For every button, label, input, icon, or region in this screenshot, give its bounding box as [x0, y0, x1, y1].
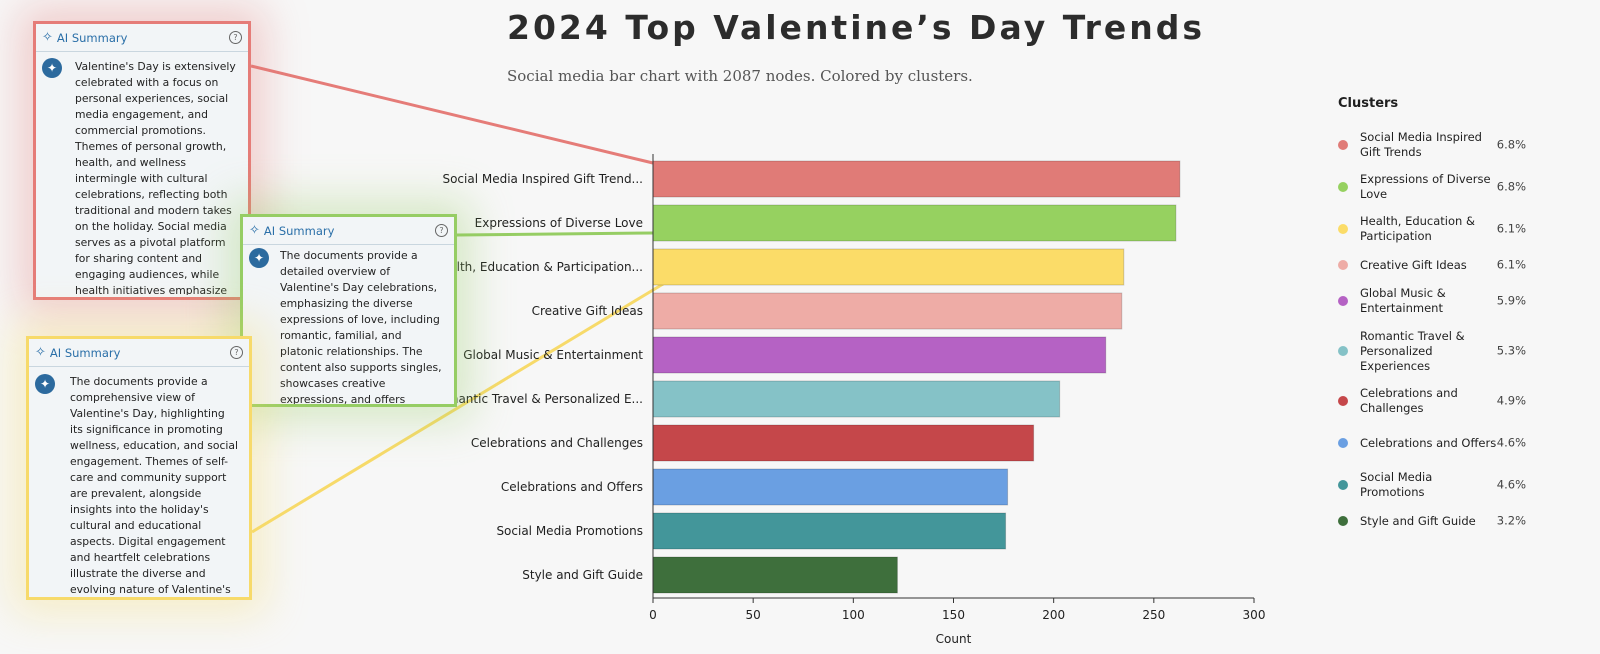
legend-percent: 6.1%	[1496, 257, 1526, 272]
legend-item[interactable]: Global Music & Entertainment 5.9%	[1326, 280, 1532, 322]
legend-label: Celebrations and Challenges	[1360, 386, 1458, 415]
ai-avatar-icon: ✦	[42, 58, 62, 78]
x-tick-label: 0	[649, 608, 657, 622]
ai-summary-text: Valentine's Day is extensively celebrate…	[75, 60, 236, 295]
x-tick-label: 150	[942, 608, 965, 622]
category-label: Romantic Travel & Personalized E...	[432, 392, 643, 406]
bar[interactable]	[652, 424, 1035, 462]
connector-line	[250, 64, 654, 165]
legend-swatch	[1338, 140, 1348, 150]
bar[interactable]	[652, 468, 1009, 506]
ai-summary-label: AI Summary	[49, 345, 121, 360]
category-label: Social Media Promotions	[496, 524, 643, 538]
legend-percent: 3.2%	[1496, 513, 1526, 528]
legend-item[interactable]: Romantic Travel & Personalized Experienc…	[1326, 322, 1532, 380]
ai-summary-card-green: ✧ AI Summary ? ✦ The documents provide a…	[240, 214, 457, 407]
sparkle-icon: ✧	[35, 345, 46, 360]
x-tick-label: 300	[1243, 608, 1266, 622]
legend-item[interactable]: Creative Gift Ideas 6.1%	[1326, 250, 1532, 280]
bar[interactable]	[652, 248, 1125, 286]
legend-label: Romantic Travel & Personalized Experienc…	[1360, 328, 1465, 373]
bar[interactable]	[652, 556, 898, 594]
legend-percent: 6.8%	[1496, 137, 1526, 152]
ai-avatar-icon: ✦	[249, 248, 269, 268]
legend-swatch	[1338, 396, 1348, 406]
legend-percent: 5.3%	[1496, 343, 1526, 358]
category-label: Style and Gift Guide	[522, 568, 643, 582]
legend-label: Social Media Promotions	[1360, 470, 1433, 499]
bar[interactable]	[652, 204, 1177, 242]
legend-label: Health, Education & Participation	[1360, 214, 1475, 243]
category-label: Global Music & Entertainment	[463, 348, 643, 362]
legend-percent: 6.1%	[1496, 221, 1526, 236]
legend-label: Expressions of Diverse Love	[1360, 172, 1491, 201]
legend-item[interactable]: Expressions of Diverse Love 6.8%	[1326, 166, 1532, 208]
category-label: Social Media Inspired Gift Trend...	[442, 172, 643, 186]
legend-label: Global Music & Entertainment	[1360, 286, 1446, 315]
legend-item[interactable]: Social Media Inspired Gift Trends 6.8%	[1326, 124, 1532, 166]
bar[interactable]	[652, 512, 1007, 550]
legend-item[interactable]: Celebrations and Offers 4.6%	[1326, 422, 1532, 464]
x-tick-label: 100	[842, 608, 865, 622]
bar[interactable]	[652, 380, 1061, 418]
x-tick-label: 200	[1042, 608, 1065, 622]
legend-percent: 4.9%	[1496, 393, 1526, 408]
legend-percent: 5.9%	[1496, 293, 1526, 308]
ai-summary-label: AI Summary	[263, 223, 335, 238]
legend-swatch	[1338, 182, 1348, 192]
ai-avatar-icon: ✦	[35, 374, 55, 394]
legend-percent: 4.6%	[1496, 477, 1526, 492]
legend-percent: 6.8%	[1496, 179, 1526, 194]
legend-swatch	[1338, 260, 1348, 270]
legend-swatch	[1338, 480, 1348, 490]
bar[interactable]	[652, 292, 1123, 330]
legend-swatch	[1338, 438, 1348, 448]
category-label: Creative Gift Ideas	[532, 304, 643, 318]
ai-summary-header: ✧ AI Summary ?	[29, 339, 249, 367]
category-label: Expressions of Diverse Love	[475, 216, 643, 230]
legend-item[interactable]: Social Media Promotions 4.6%	[1326, 464, 1532, 506]
legend-percent: 4.6%	[1496, 435, 1526, 450]
legend-label: Celebrations and Offers	[1360, 435, 1497, 450]
legend-label: Creative Gift Ideas	[1360, 257, 1467, 272]
category-label: Celebrations and Offers	[501, 480, 643, 494]
chart-title: 2024 Top Valentine’s Day Trends	[507, 8, 1206, 47]
legend-item[interactable]: Health, Education & Participation 6.1%	[1326, 208, 1532, 250]
help-icon[interactable]: ?	[229, 31, 242, 44]
legend-item[interactable]: Celebrations and Challenges 4.9%	[1326, 380, 1532, 422]
ai-summary-card-yellow: ✧ AI Summary ? ✦ The documents provide a…	[26, 336, 252, 600]
legend-item[interactable]: Style and Gift Guide 3.2%	[1326, 506, 1532, 536]
legend-swatch	[1338, 224, 1348, 234]
legend-list: Social Media Inspired Gift Trends 6.8% Exp…	[1326, 124, 1532, 536]
ai-summary-header: ✧ AI Summary ?	[36, 24, 248, 52]
ai-summary-label: AI Summary	[56, 30, 128, 45]
bar[interactable]	[652, 336, 1107, 374]
category-label: Celebrations and Challenges	[471, 436, 643, 450]
x-axis-label: Count	[936, 632, 972, 646]
category-label: Health, Education & Participation...	[433, 260, 643, 274]
sparkle-icon: ✧	[249, 223, 260, 238]
legend-label: Social Media Inspired Gift Trends	[1360, 130, 1482, 159]
clusters-legend: Clusters Social Media Inspired Gift Tren…	[1326, 96, 1532, 536]
ai-summary-header: ✧ AI Summary ?	[243, 217, 454, 245]
sparkle-icon: ✧	[42, 30, 53, 45]
help-icon[interactable]: ?	[435, 224, 448, 237]
bar[interactable]	[652, 160, 1181, 198]
legend-swatch	[1338, 346, 1348, 356]
connector-line	[456, 231, 654, 237]
legend-swatch	[1338, 296, 1348, 306]
x-tick-label: 250	[1142, 608, 1165, 622]
connector-line	[251, 279, 669, 534]
help-icon[interactable]: ?	[230, 346, 243, 359]
ai-summary-card-red: ✧ AI Summary ? ✦ Valentine's Day is exte…	[33, 21, 251, 300]
ai-summary-text: The documents provide a comprehensive vi…	[70, 375, 239, 596]
x-tick-label: 50	[746, 608, 761, 622]
legend-title: Clusters	[1338, 96, 1399, 111]
legend-label: Style and Gift Guide	[1360, 513, 1476, 528]
ai-summary-text: The documents provide a detailed overvie…	[280, 249, 442, 404]
chart-subtitle: Social media bar chart with 2087 nodes. …	[507, 67, 973, 85]
legend-swatch	[1338, 516, 1348, 526]
